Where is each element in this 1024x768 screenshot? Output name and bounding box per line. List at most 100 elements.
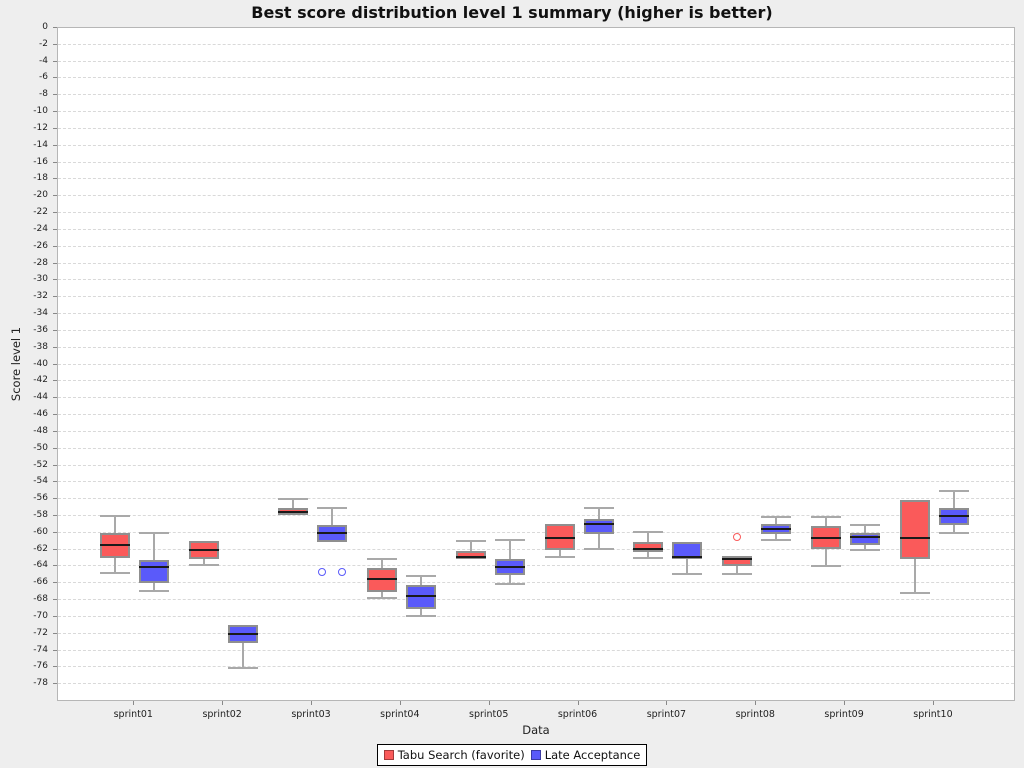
x-axis-tick — [311, 701, 312, 705]
gridline — [58, 414, 1014, 416]
box-late-sprint06 — [583, 518, 614, 534]
box-tabu-sprint10-lower-whisker — [913, 558, 916, 593]
y-tick-label: -14 — [33, 139, 48, 150]
y-axis-tick — [53, 144, 57, 146]
legend-item-late-acceptance: Late Acceptance — [530, 748, 641, 762]
y-axis-tick — [53, 498, 57, 500]
box-late-sprint03-outlier — [338, 567, 346, 576]
y-axis-tick — [53, 111, 57, 113]
gridline — [58, 296, 1014, 298]
gridline — [58, 380, 1014, 382]
gridline — [58, 599, 1014, 601]
box-tabu-sprint01-median — [100, 544, 131, 547]
box-tabu-sprint01-upper-cap — [100, 515, 131, 517]
box-tabu-sprint08-lower-whisker — [736, 566, 739, 575]
box-tabu-sprint10-lower-cap — [899, 591, 930, 594]
y-axis-tick — [53, 346, 57, 348]
x-tick-label: sprint05 — [469, 709, 509, 720]
y-axis-tick — [53, 60, 57, 62]
box-late-sprint01-lower-cap — [139, 589, 170, 592]
y-axis-tick — [53, 195, 57, 197]
y-axis-tick — [53, 228, 57, 230]
chart-title: Best score distribution level 1 summary … — [251, 3, 773, 22]
gridline — [58, 649, 1014, 651]
box-late-sprint01 — [139, 559, 170, 584]
y-axis-tick — [53, 27, 57, 28]
box-tabu-sprint09-lower-whisker — [825, 548, 828, 566]
gridline — [58, 195, 1014, 197]
legend-item-tabu-search: Tabu Search (favorite) — [383, 748, 525, 762]
y-axis-tick — [53, 43, 57, 45]
box-tabu-sprint07 — [633, 542, 664, 553]
box-late-sprint06-upper-cap — [583, 507, 614, 510]
y-tick-label: -8 — [39, 89, 48, 100]
gridline — [58, 144, 1014, 146]
box-tabu-sprint04-median — [366, 578, 397, 581]
box-tabu-sprint08-outlier — [733, 533, 742, 542]
y-tick-label: -56 — [33, 493, 48, 504]
box-tabu-sprint02-median — [189, 548, 220, 551]
gridline — [58, 60, 1014, 62]
y-tick-label: -52 — [33, 459, 48, 470]
y-tick-label: -26 — [33, 240, 48, 251]
box-late-sprint02-lower-whisker — [242, 643, 245, 669]
y-axis-tick — [53, 245, 57, 247]
box-late-sprint07-lower-whisker — [686, 558, 689, 575]
box-tabu-sprint05-median — [455, 556, 486, 559]
box-late-sprint05-lower-whisker — [508, 574, 511, 585]
box-late-sprint04-upper-cap — [405, 574, 436, 577]
box-late-sprint04-median — [405, 594, 436, 597]
x-axis-label: Data — [522, 723, 550, 737]
gridline — [58, 464, 1014, 466]
gridline — [58, 127, 1014, 129]
gridline — [58, 212, 1014, 214]
y-axis-tick — [53, 178, 57, 180]
y-tick-label: -78 — [33, 678, 48, 689]
x-axis-tick — [577, 701, 579, 705]
y-tick-label: -6 — [39, 72, 48, 83]
y-tick-label: -2 — [39, 38, 48, 49]
y-axis-tick — [53, 464, 57, 466]
y-tick-label: -62 — [33, 543, 48, 554]
gridline — [58, 43, 1014, 45]
y-tick-label: -64 — [33, 560, 48, 571]
y-tick-label: -50 — [33, 442, 48, 453]
y-tick-label: -48 — [33, 425, 48, 436]
y-tick-label: -46 — [33, 409, 48, 420]
box-tabu-sprint01-lower-whisker — [114, 558, 117, 574]
plot-area — [57, 27, 1015, 701]
y-axis-tick — [53, 481, 57, 483]
box-tabu-sprint09-lower-cap — [811, 564, 842, 567]
box-tabu-sprint09-upper-cap — [811, 515, 842, 518]
x-axis-tick — [133, 701, 135, 705]
y-axis-tick — [53, 683, 57, 685]
y-tick-label: -58 — [33, 510, 48, 520]
y-axis-tick — [53, 565, 57, 567]
y-tick-label: -76 — [33, 661, 48, 672]
y-axis-tick — [53, 666, 57, 668]
y-axis-tick — [53, 329, 57, 331]
y-tick-label: -34 — [33, 308, 48, 319]
box-late-sprint09-upper-whisker — [864, 525, 867, 533]
legend-label-late-acceptance: Late Acceptance — [544, 748, 641, 762]
y-tick-label: -44 — [33, 392, 48, 403]
box-tabu-sprint03-median — [278, 510, 308, 513]
y-axis-tick — [53, 262, 57, 264]
gridline — [58, 515, 1014, 516]
box-late-sprint03-median — [317, 531, 347, 534]
gridline — [58, 397, 1014, 399]
box-late-sprint10-upper-cap — [938, 489, 969, 492]
box-tabu-sprint05-upper-whisker — [469, 541, 472, 551]
y-tick-label: -66 — [33, 577, 48, 588]
legend-box: Tabu Search (favorite) Late Acceptance — [376, 744, 648, 766]
gridline — [58, 111, 1014, 113]
box-late-sprint04-lower-cap — [405, 615, 436, 618]
y-tick-label: -10 — [33, 106, 48, 117]
box-tabu-sprint03-upper-whisker — [292, 499, 294, 509]
y-axis-tick — [53, 212, 57, 214]
y-tick-label: -16 — [33, 156, 48, 167]
y-tick-label: -20 — [33, 190, 48, 201]
gridline — [58, 481, 1014, 483]
box-tabu-sprint09-upper-whisker — [825, 516, 828, 527]
